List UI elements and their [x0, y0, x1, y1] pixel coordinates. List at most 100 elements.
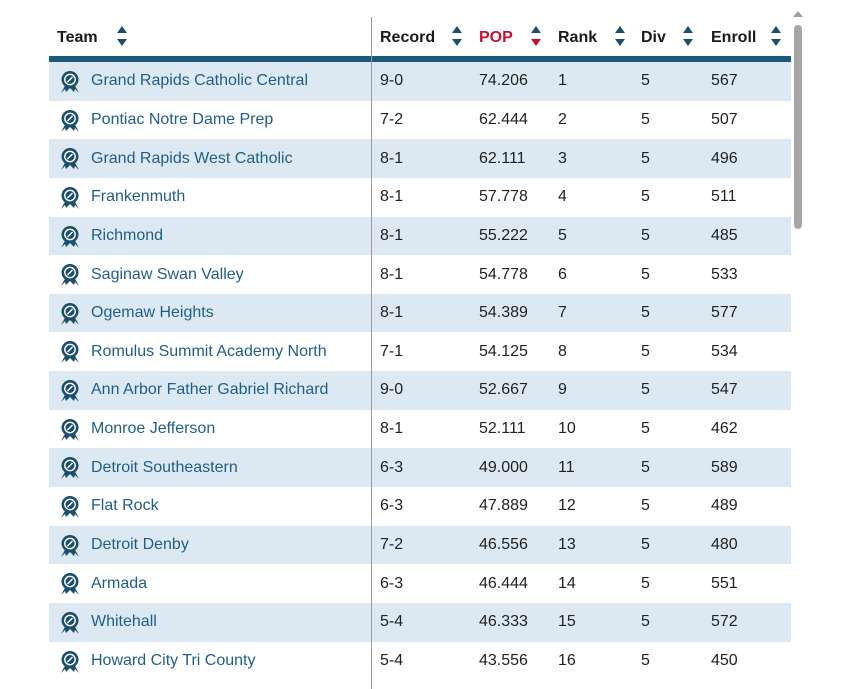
pop-cell: 62.111 [479, 149, 526, 167]
rank-cell: 12 [558, 497, 576, 515]
rank-cell: 15 [558, 613, 576, 631]
column-label-record: Record [380, 29, 436, 46]
team-link[interactable]: Ogemaw Heights [91, 304, 214, 322]
enroll-cell: 589 [711, 458, 738, 476]
record-cell: 7-2 [380, 110, 404, 128]
enroll-cell: 485 [711, 226, 738, 244]
team-link[interactable]: Grand Rapids West Catholic [91, 149, 293, 167]
enroll-cell: 496 [711, 149, 738, 167]
team-cell: Richmond [49, 217, 371, 256]
column-header-pop[interactable]: POP [471, 17, 549, 56]
record-cell: 8-1 [380, 265, 404, 283]
scrollbar-thumb[interactable] [794, 25, 802, 229]
table-row: Pontiac Notre Dame Prep 7-2 62.444 2 5 5… [49, 101, 791, 140]
pop-cell: 47.889 [479, 497, 528, 515]
table-row: Saginaw Swan Valley 8-1 54.778 6 5 533 [49, 255, 791, 294]
pop-cell: 62.444 [479, 110, 528, 128]
record-cell: 9-0 [380, 72, 404, 90]
div-cell: 5 [641, 536, 650, 553]
scrollbar[interactable] [792, 0, 804, 689]
div-cell: 5 [641, 458, 650, 476]
column-header-div[interactable]: Div [632, 17, 702, 56]
record-cell: 6-3 [380, 458, 404, 476]
team-link[interactable]: Armada [91, 574, 148, 592]
team-link[interactable]: Monroe Jefferson [91, 420, 216, 438]
div-cell: 5 [641, 381, 650, 399]
team-link[interactable]: Frankenmuth [91, 188, 186, 206]
award-ribbon-icon [61, 534, 79, 557]
rank-cell: 7 [558, 304, 567, 322]
sort-arrows-icon[interactable] [452, 25, 462, 49]
team-link[interactable]: Detroit Denby [91, 536, 189, 553]
team-cell: Saginaw Swan Valley [49, 255, 371, 294]
award-ribbon-icon [61, 186, 79, 209]
record-cell: 5-4 [380, 651, 404, 669]
div-cell: 5 [641, 651, 650, 669]
team-link[interactable]: Ann Arbor Father Gabriel Richard [91, 381, 329, 399]
team-link[interactable]: Saginaw Swan Valley [91, 265, 244, 283]
rank-cell: 14 [558, 574, 576, 592]
sort-arrows-icon[interactable] [771, 25, 781, 49]
record-cell: 7-1 [380, 342, 404, 360]
div-cell: 5 [641, 613, 650, 631]
award-ribbon-icon [61, 457, 79, 480]
enroll-cell: 511 [711, 188, 737, 206]
column-label-enroll: Enroll [711, 29, 757, 46]
div-cell: 5 [641, 72, 650, 90]
team-cell: Grand Rapids West Catholic [49, 139, 371, 178]
team-cell: Romulus Summit Academy North [49, 332, 371, 371]
enroll-cell: 450 [711, 651, 738, 669]
header-divider [49, 56, 791, 62]
team-link[interactable]: Richmond [91, 226, 164, 244]
column-label-rank: Rank [558, 29, 598, 46]
rank-cell: 6 [558, 265, 567, 283]
pop-cell: 74.206 [479, 72, 528, 90]
team-link[interactable]: Whitehall [91, 613, 157, 631]
table-row: Howard City Tri County 5-4 43.556 16 5 4… [49, 642, 791, 681]
column-header-record[interactable]: Record [372, 17, 471, 56]
team-link[interactable]: Romulus Summit Academy North [91, 342, 327, 360]
table-row: Ann Arbor Father Gabriel Richard 9-0 52.… [49, 371, 791, 410]
pop-cell: 55.222 [479, 226, 528, 244]
team-cell: Grand Rapids Catholic Central [49, 62, 371, 101]
sort-desc-arrows-icon[interactable] [531, 25, 541, 49]
column-header-enroll[interactable]: Enroll [702, 17, 791, 56]
table-body: Grand Rapids Catholic Central 9-0 74.206… [49, 62, 791, 680]
enroll-cell: 489 [711, 497, 738, 515]
enroll-cell: 577 [711, 304, 738, 322]
enroll-cell: 547 [711, 381, 738, 399]
pop-cell: 57.778 [479, 188, 528, 206]
award-ribbon-icon [61, 148, 79, 171]
team-link[interactable]: Flat Rock [91, 497, 159, 515]
award-ribbon-icon [61, 496, 79, 519]
pop-cell: 49.000 [479, 458, 528, 476]
team-link[interactable]: Howard City Tri County [91, 651, 256, 669]
table-row: Grand Rapids West Catholic 8-1 62.111 3 … [49, 139, 791, 178]
team-cell: Detroit Denby [49, 526, 371, 565]
div-cell: 5 [641, 188, 650, 206]
award-ribbon-icon [61, 71, 79, 93]
column-header-team[interactable]: Team [49, 17, 371, 56]
pop-cell: 43.556 [479, 651, 528, 669]
sort-arrows-icon[interactable] [117, 25, 127, 49]
enroll-cell: 551 [711, 574, 738, 592]
column-header-rank[interactable]: Rank [549, 17, 632, 56]
team-link[interactable]: Pontiac Notre Dame Prep [91, 110, 274, 128]
award-ribbon-icon [61, 341, 79, 364]
column-label-team: Team [57, 29, 98, 46]
div-cell: 5 [641, 304, 650, 322]
sort-arrows-icon[interactable] [615, 25, 625, 49]
enroll-cell: 567 [711, 72, 738, 90]
pop-cell: 52.667 [479, 381, 528, 399]
table-row: Romulus Summit Academy North 7-1 54.125 … [49, 332, 791, 371]
sort-arrows-icon[interactable] [683, 25, 693, 49]
scroll-up-arrow-icon[interactable] [793, 11, 803, 17]
rank-cell: 2 [558, 110, 567, 128]
team-link[interactable]: Detroit Southeastern [91, 458, 238, 476]
award-ribbon-icon [61, 264, 79, 287]
team-cell: Detroit Southeastern [49, 448, 371, 487]
team-link[interactable]: Grand Rapids Catholic Central [91, 72, 308, 90]
enroll-cell: 572 [711, 613, 738, 631]
div-cell: 5 [641, 226, 650, 244]
enroll-cell: 462 [711, 420, 738, 438]
